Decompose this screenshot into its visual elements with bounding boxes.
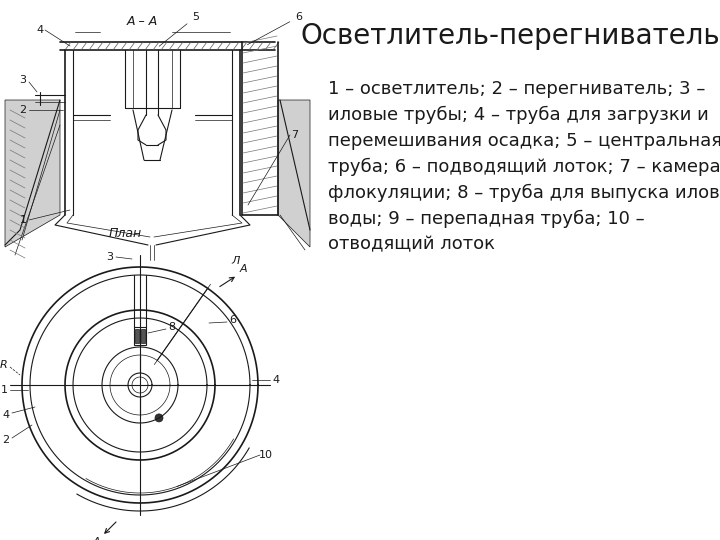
Text: 3: 3 bbox=[19, 75, 27, 85]
Text: 2: 2 bbox=[2, 435, 9, 445]
Bar bbox=[135, 329, 139, 343]
Text: 3: 3 bbox=[107, 252, 114, 262]
Text: 1 – осветлитель; 2 – перегниватель; 3 –
иловые трубы; 4 – труба для загрузки и
п: 1 – осветлитель; 2 – перегниватель; 3 – … bbox=[328, 80, 720, 254]
Text: 6: 6 bbox=[248, 12, 302, 45]
Text: R: R bbox=[0, 360, 8, 370]
Bar bbox=[141, 329, 145, 343]
Text: 6: 6 bbox=[230, 315, 236, 325]
Polygon shape bbox=[5, 100, 60, 247]
Text: 7: 7 bbox=[292, 130, 299, 140]
Text: 8: 8 bbox=[168, 322, 176, 332]
Bar bbox=[134, 327, 146, 345]
Text: А: А bbox=[92, 537, 100, 540]
Text: 1: 1 bbox=[1, 385, 7, 395]
Text: А: А bbox=[240, 264, 247, 274]
Text: 4: 4 bbox=[272, 375, 279, 385]
Polygon shape bbox=[278, 100, 310, 247]
Text: 5: 5 bbox=[159, 12, 199, 46]
Circle shape bbox=[155, 414, 163, 422]
Text: 4: 4 bbox=[37, 25, 44, 35]
Text: 4: 4 bbox=[2, 410, 9, 420]
Text: 1: 1 bbox=[19, 215, 27, 225]
Text: А – А: А – А bbox=[127, 15, 158, 28]
Text: 2: 2 bbox=[19, 105, 27, 115]
Text: 10: 10 bbox=[259, 450, 273, 460]
Text: Осветлитель-перегниватель: Осветлитель-перегниватель bbox=[300, 22, 720, 50]
Text: План: План bbox=[109, 227, 142, 240]
Text: Л: Л bbox=[231, 256, 240, 266]
